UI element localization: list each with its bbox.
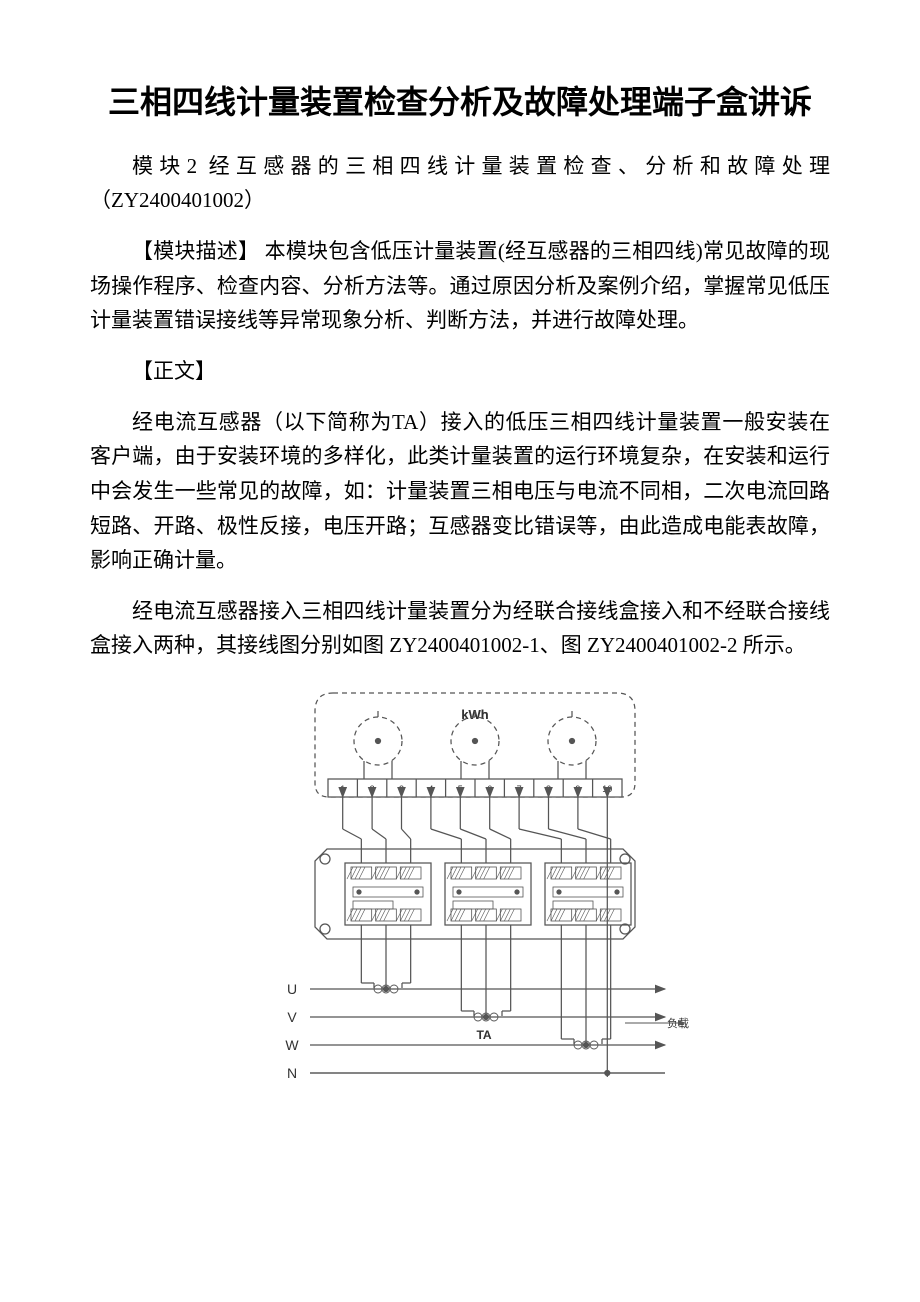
svg-text:U: U bbox=[287, 981, 297, 997]
svg-text:3: 3 bbox=[399, 784, 404, 794]
svg-text:4: 4 bbox=[428, 784, 433, 794]
paragraph-body-1: 经电流互感器（以下简称为TA）接入的低压三相四线计量装置一般安装在客户端，由于安… bbox=[90, 405, 830, 578]
svg-text:10: 10 bbox=[602, 784, 612, 794]
paragraph-module: 模块2 经互感器的三相四线计量装置检查、分析和故障处理（ZY2400401002… bbox=[90, 149, 830, 218]
svg-text:1: 1 bbox=[340, 784, 345, 794]
page-title: 三相四线计量装置检查分析及故障处理端子盒讲诉 bbox=[90, 80, 830, 125]
paragraph-body-2: 经电流互感器接入三相四线计量装置分为经联合接线盒接入和不经联合接线盒接入两种，其… bbox=[90, 594, 830, 663]
svg-text:5: 5 bbox=[458, 784, 463, 794]
svg-text:W: W bbox=[285, 1037, 299, 1053]
svg-text:8: 8 bbox=[546, 784, 551, 794]
svg-text:6: 6 bbox=[487, 784, 492, 794]
svg-text:TA: TA bbox=[476, 1028, 491, 1042]
wiring-diagram: kWhkWh12345678910UVWN负载TATA bbox=[90, 679, 830, 1104]
svg-text:V: V bbox=[287, 1009, 297, 1025]
paragraph-body-heading: 【正文】 bbox=[90, 354, 830, 389]
svg-text:9: 9 bbox=[575, 784, 580, 794]
svg-text:N: N bbox=[287, 1065, 297, 1081]
svg-text:7: 7 bbox=[517, 784, 522, 794]
paragraph-description: 【模块描述】 本模块包含低压计量装置(经互感器的三相四线)常见故障的现场操作程序… bbox=[90, 234, 830, 338]
svg-text:2: 2 bbox=[370, 784, 375, 794]
